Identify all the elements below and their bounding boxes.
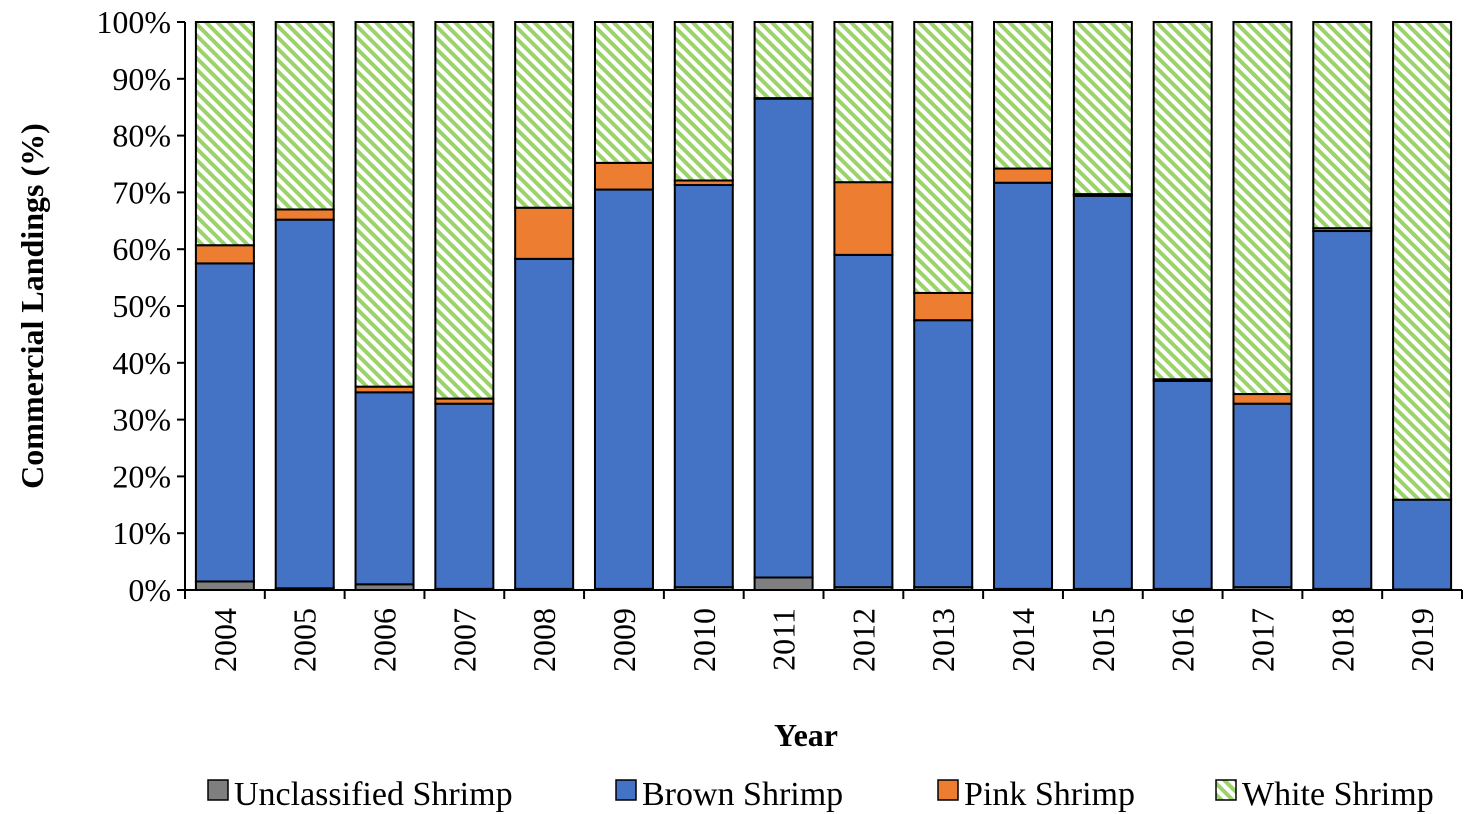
x-tick-label: 2015: [1085, 608, 1121, 672]
bar-segment-brown-shrimp-2014: [993, 181, 1054, 590]
bar-segment-brown-shrimp-2006: [354, 391, 415, 586]
bar-segment-white-shrimp-2008: [514, 21, 575, 209]
bar-segment-pink-shrimp-2012: [833, 181, 894, 256]
y-tick-label: 0%: [128, 572, 171, 608]
bar-segment-pink-shrimp-2005: [274, 208, 335, 221]
x-tick-label: 2006: [367, 608, 403, 672]
y-tick-label: 50%: [112, 288, 171, 324]
bar-segment-white-shrimp-2011: [753, 21, 814, 100]
legend-swatch-white-shrimp: [1215, 779, 1237, 801]
axes-layer: [177, 21, 1463, 599]
bar-segment-white-shrimp-2005: [274, 21, 335, 211]
x-axis-title: Year: [774, 717, 838, 753]
bar-segment-brown-shrimp-2019: [1392, 498, 1453, 591]
x-tick-label: 2014: [1005, 608, 1041, 672]
x-tick-label: 2005: [287, 608, 323, 672]
labels-layer: 0% 10% 20% 30% 40% 50% 60% 70% 80% 90% 100% 2004 200…: [96, 4, 1440, 672]
bar-segment-brown-shrimp-2007: [434, 402, 495, 590]
legend-label-pink-shrimp: Pink Shrimp: [964, 776, 1135, 813]
bar-segment-unclassified-shrimp-2004: [194, 580, 255, 591]
x-tick-label: 2011: [766, 608, 802, 671]
bar-segment-white-shrimp-2012: [833, 21, 894, 184]
legend-swatch-pink-shrimp: [937, 779, 959, 801]
y-tick-label: 30%: [112, 402, 171, 438]
legend-swatch-unclassified-shrimp: [207, 779, 229, 801]
bar-segment-white-shrimp-2007: [434, 21, 495, 400]
y-tick-label: 10%: [112, 515, 171, 551]
bar-segment-brown-shrimp-2018: [1312, 230, 1373, 590]
bar-segment-brown-shrimp-2010: [673, 184, 734, 589]
bar-segment-brown-shrimp-2015: [1072, 194, 1133, 590]
bars-layer: [194, 21, 1453, 592]
x-tick-label: 2004: [207, 608, 243, 672]
x-tick-label: 2019: [1404, 608, 1440, 672]
bar-segment-white-shrimp-2010: [673, 21, 734, 182]
bar-segment-white-shrimp-2009: [593, 21, 654, 164]
bar-segment-brown-shrimp-2013: [913, 319, 974, 589]
x-tick-label: 2010: [686, 608, 722, 672]
legend-swatch-brown-shrimp: [615, 779, 637, 801]
legend-label-white-shrimp: White Shrimp: [1242, 776, 1434, 813]
x-tick-label: 2018: [1324, 608, 1360, 672]
y-axis-title: Commercial Landings (%): [14, 123, 50, 489]
bar-segment-pink-shrimp-2004: [194, 244, 255, 265]
bar-segment-brown-shrimp-2008: [514, 257, 575, 590]
x-tick-label: 2009: [606, 608, 642, 672]
y-tick-label: 40%: [112, 345, 171, 381]
x-tick-label: 2016: [1165, 608, 1201, 672]
y-tick-label: 80%: [112, 118, 171, 154]
bar-segment-white-shrimp-2014: [993, 21, 1054, 170]
x-tick-label: 2007: [446, 608, 482, 672]
bar-segment-brown-shrimp-2016: [1152, 379, 1213, 590]
bar-segment-pink-shrimp-2017: [1232, 393, 1293, 405]
bar-segment-pink-shrimp-2013: [913, 291, 974, 322]
legend: Unclassified Shrimp Brown Shrimp Pink Shri…: [207, 776, 1434, 813]
bar-segment-brown-shrimp-2011: [753, 97, 814, 579]
legend-label-brown-shrimp: Brown Shrimp: [642, 776, 843, 813]
legend-label-unclassified-shrimp: Unclassified Shrimp: [234, 776, 513, 813]
bar-segment-unclassified-shrimp-2011: [753, 576, 814, 592]
bar-segment-white-shrimp-2017: [1232, 21, 1293, 396]
y-tick-label: 20%: [112, 458, 171, 494]
bar-segment-brown-shrimp-2004: [194, 262, 255, 583]
bar-segment-pink-shrimp-2009: [593, 161, 654, 191]
bar-segment-white-shrimp-2015: [1072, 21, 1133, 196]
bar-segment-pink-shrimp-2014: [993, 167, 1054, 184]
bar-segment-white-shrimp-2004: [194, 21, 255, 247]
bar-segment-white-shrimp-2018: [1312, 21, 1373, 230]
y-tick-label: 70%: [112, 174, 171, 210]
bar-segment-brown-shrimp-2012: [833, 253, 894, 589]
bar-segment-brown-shrimp-2017: [1232, 402, 1293, 589]
x-tick-label: 2008: [526, 608, 562, 672]
x-tick-label: 2017: [1244, 608, 1280, 672]
x-tick-label: 2013: [925, 608, 961, 672]
bar-segment-pink-shrimp-2008: [514, 206, 575, 260]
bar-segment-white-shrimp-2016: [1152, 21, 1213, 381]
y-tick-label: 90%: [112, 61, 171, 97]
bar-segment-brown-shrimp-2009: [593, 188, 654, 590]
bar-segment-brown-shrimp-2005: [274, 218, 335, 590]
y-tick-label: 60%: [112, 231, 171, 267]
y-tick-label: 100%: [96, 4, 171, 40]
x-tick-label: 2012: [845, 608, 881, 672]
bar-segment-white-shrimp-2019: [1392, 21, 1453, 501]
bar-segment-white-shrimp-2013: [913, 21, 974, 294]
bar-segment-white-shrimp-2006: [354, 21, 415, 388]
